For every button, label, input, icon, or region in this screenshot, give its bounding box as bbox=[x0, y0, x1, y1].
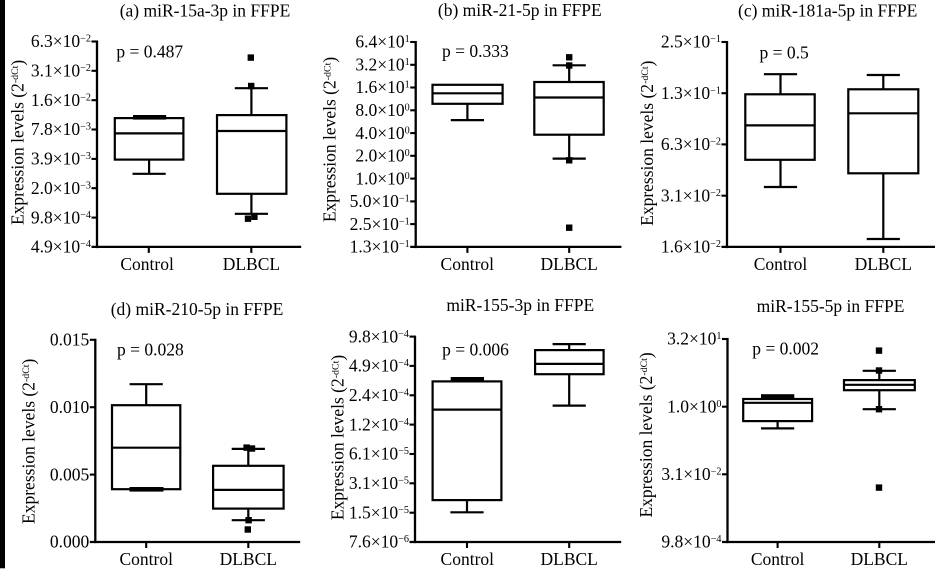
svg-text:DLBCL: DLBCL bbox=[223, 254, 280, 274]
svg-text:p = 0.333: p = 0.333 bbox=[442, 41, 509, 61]
svg-text:9.8×10−4: 9.8×10−4 bbox=[349, 326, 409, 346]
svg-text:3.2×101: 3.2×101 bbox=[667, 329, 721, 349]
svg-text:2.4×10−4: 2.4×10−4 bbox=[349, 385, 409, 405]
svg-text:Control: Control bbox=[441, 549, 495, 569]
svg-text:2.5×10−1: 2.5×10−1 bbox=[661, 32, 721, 52]
svg-text:(b) miR-21-5p in FFPE: (b) miR-21-5p in FFPE bbox=[438, 0, 602, 20]
svg-text:4.9×10−4: 4.9×10−4 bbox=[31, 237, 91, 257]
svg-text:9.8×10−4: 9.8×10−4 bbox=[661, 532, 721, 552]
svg-text:1.6×10−2: 1.6×10−2 bbox=[661, 237, 721, 257]
svg-text:DLBCL: DLBCL bbox=[855, 254, 912, 274]
svg-text:Expression levels (2-dCt): Expression levels (2-dCt) bbox=[637, 60, 657, 225]
svg-text:(c) miR-181a-5p in FFPE: (c) miR-181a-5p in FFPE bbox=[738, 1, 917, 21]
svg-text:Expression levels (2-dCt): Expression levels (2-dCt) bbox=[328, 355, 348, 520]
svg-text:5.0×10−1: 5.0×10−1 bbox=[350, 191, 410, 211]
svg-text:Control: Control bbox=[119, 549, 173, 569]
svg-text:1.5×10−5: 1.5×10−5 bbox=[349, 502, 409, 522]
svg-text:DLBCL: DLBCL bbox=[851, 549, 908, 569]
svg-text:1.3×10−1: 1.3×10−1 bbox=[661, 83, 721, 103]
svg-text:3.2×101: 3.2×101 bbox=[355, 55, 409, 75]
svg-text:(a) miR-15a-3p in FFPE: (a) miR-15a-3p in FFPE bbox=[120, 0, 291, 20]
svg-text:Expression levels (2-dCt): Expression levels (2-dCt) bbox=[18, 358, 38, 523]
svg-text:3.1×10−2: 3.1×10−2 bbox=[661, 185, 721, 205]
svg-text:(d) miR-210-5p in FFPE: (d) miR-210-5p in FFPE bbox=[111, 299, 284, 319]
svg-text:Expression levels (2-dCt): Expression levels (2-dCt) bbox=[636, 352, 656, 517]
svg-text:p = 0.006: p = 0.006 bbox=[442, 339, 509, 359]
svg-text:0.005: 0.005 bbox=[50, 464, 90, 484]
svg-text:miR-155-5p in FFPE: miR-155-5p in FFPE bbox=[757, 296, 905, 316]
svg-text:Control: Control bbox=[754, 254, 808, 274]
svg-text:2.5×10−1: 2.5×10−1 bbox=[350, 214, 410, 234]
svg-text:3.1×10−2: 3.1×10−2 bbox=[31, 61, 91, 81]
svg-text:DLBCL: DLBCL bbox=[541, 254, 598, 274]
svg-text:6.1×10−5: 6.1×10−5 bbox=[349, 444, 409, 464]
svg-text:1.6×10−2: 1.6×10−2 bbox=[31, 90, 91, 110]
svg-text:0.000: 0.000 bbox=[50, 532, 90, 552]
svg-text:3.9×10−3: 3.9×10−3 bbox=[31, 149, 91, 169]
svg-text:1.3×10−1: 1.3×10−1 bbox=[350, 237, 410, 257]
svg-text:p = 0.002: p = 0.002 bbox=[752, 339, 819, 359]
svg-text:6.4×101: 6.4×101 bbox=[355, 32, 409, 52]
svg-text:6.3×10−2: 6.3×10−2 bbox=[31, 31, 91, 51]
svg-text:Expression levels (2-dCt): Expression levels (2-dCt) bbox=[7, 60, 27, 225]
svg-text:3.1×10−5: 3.1×10−5 bbox=[349, 473, 409, 493]
svg-text:Control: Control bbox=[751, 549, 805, 569]
svg-text:0.010: 0.010 bbox=[50, 397, 90, 417]
svg-text:Control: Control bbox=[441, 254, 495, 274]
svg-text:2.0×10−3: 2.0×10−3 bbox=[31, 178, 91, 198]
svg-text:8.0×100: 8.0×100 bbox=[355, 100, 409, 120]
svg-text:1.0×100: 1.0×100 bbox=[355, 168, 409, 188]
svg-text:1.0×100: 1.0×100 bbox=[667, 396, 721, 416]
svg-text:1.2×10−4: 1.2×10−4 bbox=[349, 414, 409, 434]
svg-text:p = 0.028: p = 0.028 bbox=[117, 340, 184, 360]
svg-text:1.6×101: 1.6×101 bbox=[355, 77, 409, 97]
svg-text:p = 0.487: p = 0.487 bbox=[116, 41, 183, 61]
svg-text:4.9×10−4: 4.9×10−4 bbox=[349, 356, 409, 376]
svg-text:p = 0.5: p = 0.5 bbox=[760, 43, 809, 63]
svg-text:4.0×100: 4.0×100 bbox=[355, 123, 409, 143]
svg-text:7.6×10−6: 7.6×10−6 bbox=[349, 532, 409, 552]
svg-text:2.0×100: 2.0×100 bbox=[355, 146, 409, 166]
svg-text:DLBCL: DLBCL bbox=[541, 549, 598, 569]
svg-text:3.1×10−2: 3.1×10−2 bbox=[661, 464, 721, 484]
svg-text:9.8×10−4: 9.8×10−4 bbox=[31, 207, 91, 227]
svg-text:0.015: 0.015 bbox=[50, 330, 90, 350]
svg-text:DLBCL: DLBCL bbox=[220, 549, 277, 569]
svg-text:6.3×10−2: 6.3×10−2 bbox=[661, 134, 721, 154]
svg-text:Expression levels (2-dCt): Expression levels (2-dCt) bbox=[320, 57, 340, 222]
svg-text:miR-155-3p in FFPE: miR-155-3p in FFPE bbox=[446, 295, 594, 315]
svg-text:Control: Control bbox=[120, 254, 174, 274]
svg-text:7.8×10−3: 7.8×10−3 bbox=[31, 119, 91, 139]
